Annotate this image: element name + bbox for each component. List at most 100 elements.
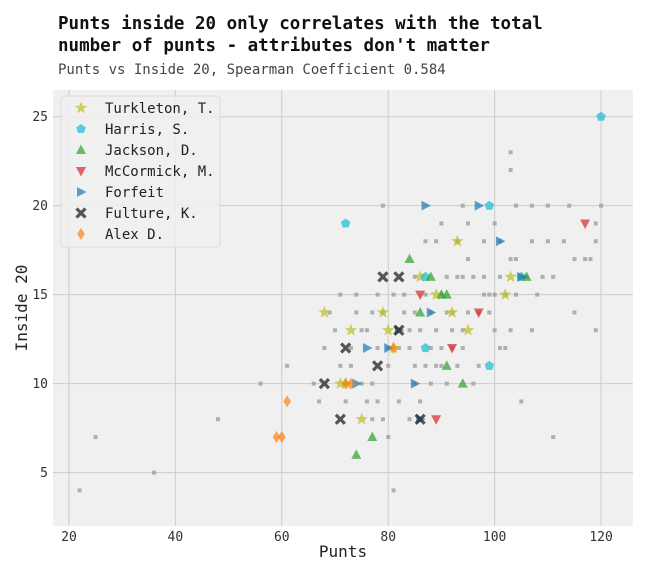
background-point	[215, 417, 220, 422]
data-point	[362, 343, 373, 354]
background-point	[375, 346, 380, 351]
data-point	[447, 344, 458, 354]
background-point	[391, 292, 396, 297]
background-point	[482, 292, 487, 297]
data-point	[371, 360, 384, 372]
legend-label: Alex D.	[105, 227, 164, 243]
data-point	[429, 288, 443, 300]
background-point	[460, 274, 465, 279]
background-point	[364, 399, 369, 404]
data-point	[521, 271, 532, 281]
data-point	[421, 200, 431, 211]
background-point	[412, 274, 417, 279]
series-fulture-k	[318, 271, 426, 425]
background-point	[359, 328, 364, 333]
background-point	[386, 363, 391, 368]
background-point	[583, 257, 588, 262]
background-point	[423, 363, 428, 368]
background-point	[439, 221, 444, 226]
background-point	[354, 292, 359, 297]
x-tick-label: 100	[483, 530, 506, 545]
background-point	[588, 257, 593, 262]
data-point	[272, 431, 281, 444]
data-point	[441, 360, 452, 370]
background-point	[428, 381, 433, 386]
background-point	[503, 346, 508, 351]
background-point	[508, 150, 513, 155]
chart-title-line-1: Punts inside 20 only correlates with the…	[58, 14, 543, 34]
background-point	[466, 257, 471, 262]
data-point	[473, 308, 484, 318]
background-point	[593, 221, 598, 226]
background-point	[380, 203, 385, 208]
y-axis-label: Inside 20	[12, 265, 31, 352]
background-point	[434, 328, 439, 333]
background-point	[354, 310, 359, 315]
data-point	[382, 323, 395, 336]
background-point	[545, 203, 550, 208]
background-point	[375, 292, 380, 297]
background-point	[444, 381, 449, 386]
background-point	[599, 203, 604, 208]
legend-label: Fulture, K.	[105, 206, 198, 222]
data-point	[389, 342, 398, 355]
legend-marker	[76, 144, 86, 154]
data-point	[410, 378, 421, 389]
background-point	[551, 274, 556, 279]
background-point	[380, 417, 385, 422]
background-point	[407, 346, 412, 351]
background-point	[492, 221, 497, 226]
background-point	[460, 346, 465, 351]
y-tick-label: 15	[32, 288, 48, 303]
background-point	[551, 435, 556, 440]
background-point	[412, 363, 417, 368]
background-point	[418, 399, 423, 404]
data-point	[484, 200, 495, 210]
background-point	[327, 310, 332, 315]
background-point	[497, 274, 502, 279]
background-point	[317, 399, 322, 404]
background-point	[391, 488, 396, 493]
series-jackson-d	[351, 253, 532, 459]
background-point	[466, 221, 471, 226]
data-point	[377, 271, 389, 283]
legend-label: Turkleton, T.	[105, 101, 215, 117]
background-point	[529, 203, 534, 208]
legend-marker	[74, 101, 88, 114]
data-point	[461, 323, 475, 336]
data-point	[426, 307, 437, 318]
legend-marker	[75, 207, 87, 219]
background-point	[444, 274, 449, 279]
background-point	[535, 292, 540, 297]
data-point	[384, 343, 394, 354]
data-point	[318, 305, 331, 318]
data-point	[318, 378, 331, 390]
background-point	[455, 274, 460, 279]
data-point	[431, 415, 442, 425]
data-point	[347, 377, 355, 390]
background-point	[322, 346, 327, 351]
background-point	[572, 257, 577, 262]
background-point	[466, 310, 471, 315]
legend-label: Harris, S.	[105, 122, 189, 138]
background-point	[593, 328, 598, 333]
background-point	[482, 239, 487, 244]
background-point	[258, 381, 263, 386]
x-tick-label: 20	[61, 530, 77, 545]
background-point	[455, 363, 460, 368]
data-point	[393, 324, 405, 336]
x-tick-label: 60	[274, 530, 290, 545]
background-point	[487, 292, 492, 297]
background-point	[476, 363, 481, 368]
data-point	[484, 360, 495, 370]
data-point	[340, 342, 352, 354]
data-point	[441, 289, 452, 299]
data-point	[341, 377, 350, 390]
background-point	[375, 399, 380, 404]
background-point	[487, 310, 492, 315]
legend-marker	[76, 124, 86, 133]
background-point	[343, 399, 348, 404]
data-point	[334, 413, 346, 425]
background-point	[513, 203, 518, 208]
